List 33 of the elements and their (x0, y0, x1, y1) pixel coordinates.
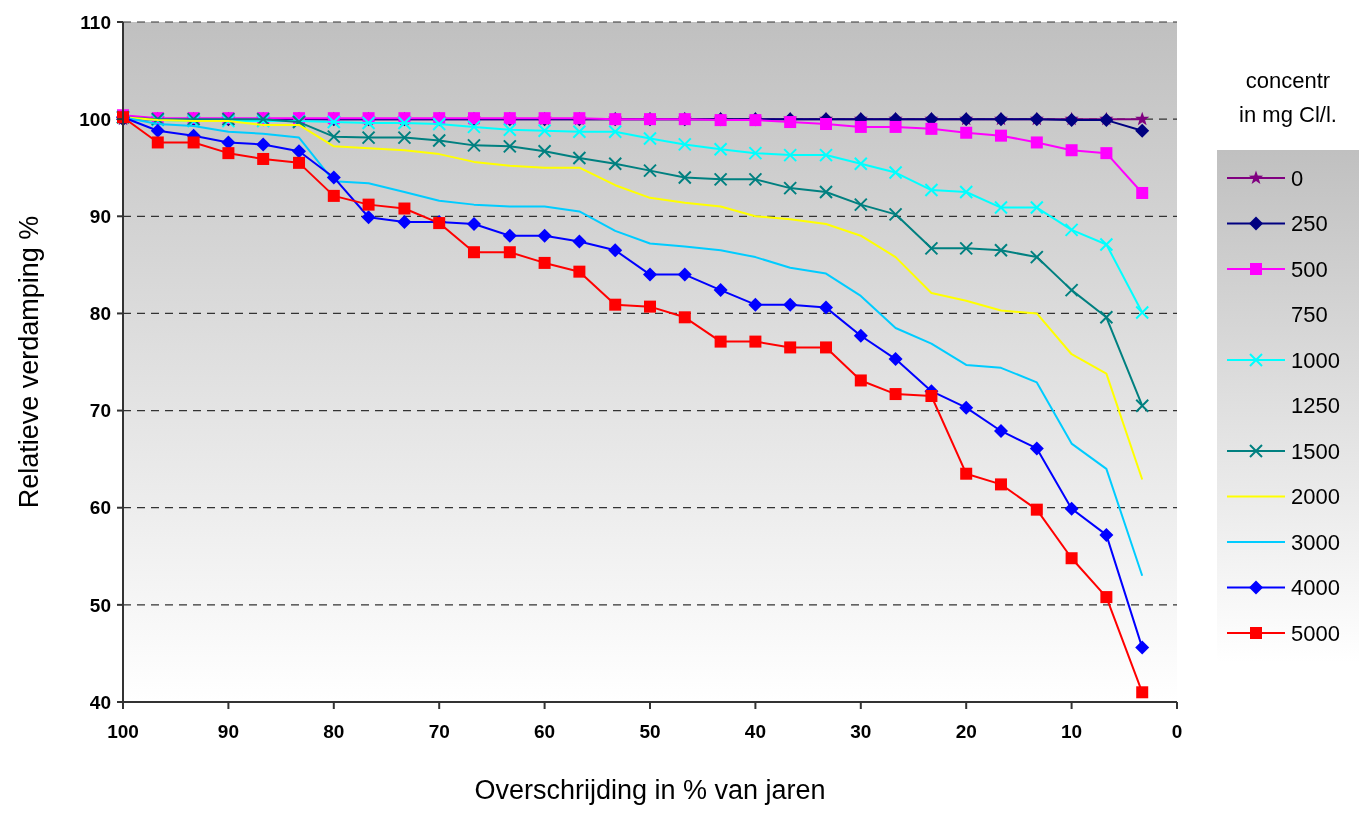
y-tick-label: 60 (89, 497, 111, 519)
text: 750 (1291, 302, 1328, 328)
legend-label: 500 (1291, 256, 1328, 282)
x-axis-title: Overschrijding in % van jaren (474, 775, 826, 805)
x-tick-label: 50 (639, 721, 661, 742)
legend-title: concentr in mg Cl/l. (1239, 68, 1337, 127)
y-tick-label: 110 (80, 11, 111, 33)
x-tick-label: 40 (744, 721, 766, 742)
legend-label: 250 (1291, 211, 1328, 237)
x-tick-label: 70 (428, 721, 450, 742)
x-tick-label: 20 (955, 721, 977, 742)
y-axis-title: Relatieve verdamping % (14, 215, 44, 509)
y-tick-label: 80 (89, 303, 111, 325)
y-tick-label: 70 (89, 400, 111, 422)
y-tick-label: 50 (89, 594, 111, 616)
y-tick-label: 90 (89, 205, 111, 227)
x-tick-label: 80 (323, 721, 345, 742)
x-tick-label: 0 (1171, 721, 1183, 742)
legend-label: 4000 (1291, 575, 1340, 601)
y-tick-label: 100 (79, 108, 111, 130)
y-tick-label: 40 (89, 691, 111, 713)
x-tick-label: 60 (534, 721, 556, 742)
legend-label: 1000 (1291, 347, 1340, 373)
legend-label: 2000 (1291, 484, 1340, 510)
legend-label: 3000 (1291, 529, 1340, 555)
text: 1250 (1291, 393, 1340, 419)
legend-label: 1500 (1291, 438, 1340, 464)
x-tick-label: 90 (217, 721, 239, 742)
x-tick-label: 100 (107, 721, 139, 742)
x-tick-label: 10 (1061, 721, 1083, 742)
legend-label: 0 (1291, 165, 1304, 191)
legend-label: 5000 (1291, 620, 1340, 646)
x-tick-label: 30 (850, 721, 872, 742)
